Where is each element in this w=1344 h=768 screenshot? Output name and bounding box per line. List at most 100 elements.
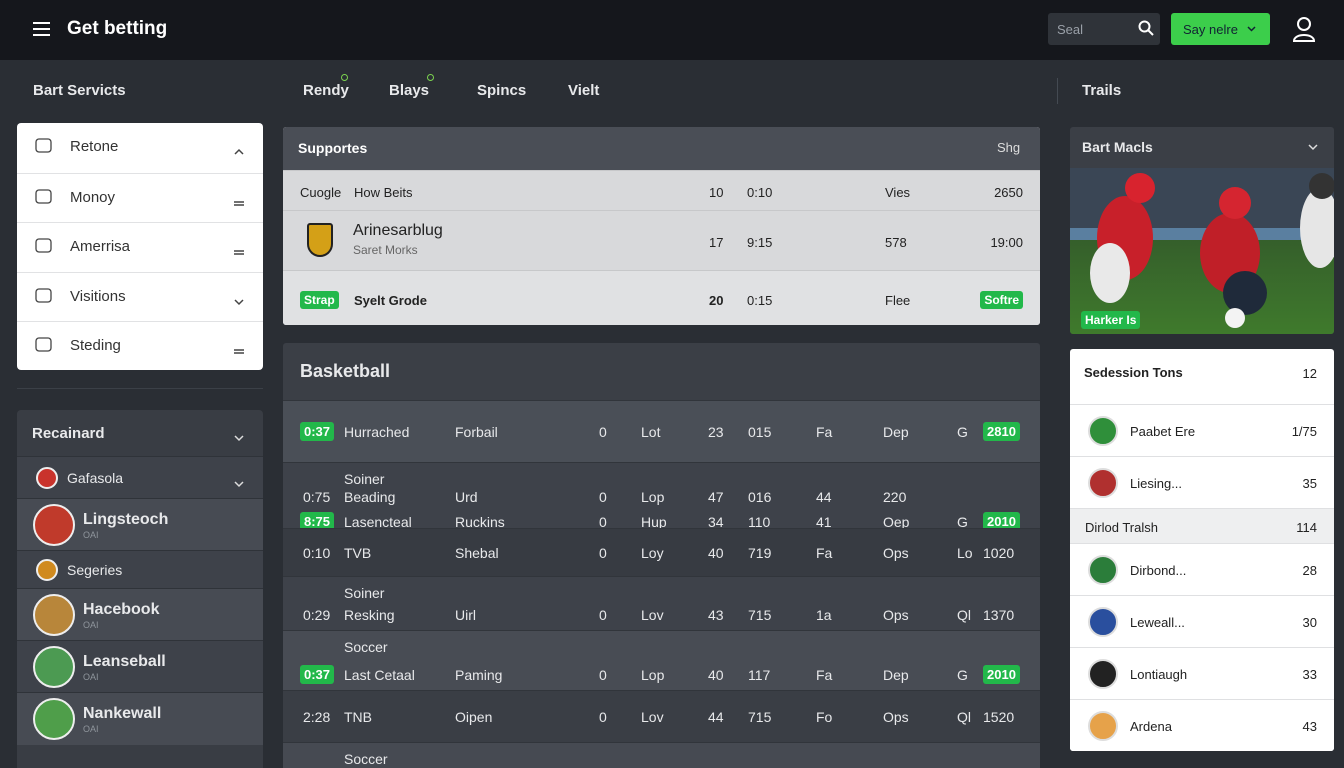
match-cell: Shebal	[455, 545, 499, 561]
team-logo	[1088, 607, 1118, 637]
match-row: Soccer	[283, 742, 1040, 768]
row-cell: Vies	[885, 185, 911, 200]
menu-item[interactable]: Monoy	[17, 172, 263, 223]
menu-icon[interactable]	[32, 21, 52, 37]
chevron	[234, 435, 244, 442]
match-cell: Fa	[816, 545, 833, 561]
tabs: Rendy Blays Spincs Vielt	[283, 70, 1043, 110]
support-row: Strap Syelt Grode 20 0:15 Flee Softre	[283, 270, 1040, 325]
list-name: Ardena	[1130, 719, 1172, 734]
match-cell: Hup	[641, 514, 667, 530]
match-cell: 220	[883, 489, 907, 505]
team-item[interactable]: Segeries	[17, 550, 263, 589]
match-cell: Lot	[641, 424, 661, 440]
list-row[interactable]: Paabet Ere 1/75	[1070, 404, 1334, 457]
chevron	[1247, 26, 1256, 32]
match-cell: 0	[599, 424, 607, 440]
match-cell: 016	[748, 489, 772, 505]
user-icon[interactable]	[1293, 16, 1315, 42]
list-row[interactable]: Ardena 43	[1070, 699, 1334, 751]
list-row[interactable]: Dirbond... 28	[1070, 543, 1334, 596]
menu-icon	[35, 238, 52, 253]
team-logo	[1088, 659, 1118, 689]
match-cell: 44	[708, 709, 724, 725]
match-cell: Oipen	[455, 709, 493, 725]
match-cell: Fa	[816, 424, 833, 440]
basketball-panel: Basketball 0:37 Hurrached Forbail 0 Lot 23 015 F…	[283, 343, 1040, 768]
match-cell: 47	[708, 489, 724, 505]
menu-item[interactable]: Visitions	[17, 271, 263, 322]
team-logo	[33, 594, 75, 636]
team-sub: OAI	[83, 530, 99, 540]
list-row[interactable]: Dirlod Tralsh 114	[1070, 508, 1334, 544]
menu-icon	[35, 138, 52, 153]
tab[interactable]: Rendy	[303, 82, 349, 99]
team-logo	[1088, 555, 1118, 585]
match-cell: 2:28	[303, 709, 331, 725]
tab[interactable]: Vielt	[568, 82, 600, 99]
team-name: Hacebook	[83, 601, 160, 618]
list-row[interactable]: Leweall... 30	[1070, 595, 1334, 648]
menu-action	[234, 143, 244, 161]
menu-action	[234, 243, 244, 261]
team-item[interactable]: Leanseball OAI	[17, 640, 263, 693]
tab[interactable]: Blays	[389, 82, 430, 99]
menu-item[interactable]: Retone	[17, 123, 263, 172]
menu-label: Retone	[70, 138, 119, 155]
match-cell: Fa	[816, 667, 833, 683]
tab[interactable]: Spincs	[477, 82, 527, 99]
panel-right: Shg	[997, 140, 1021, 155]
match-cell: 8:75	[300, 512, 335, 531]
search-icon	[1138, 20, 1154, 36]
match-cell: 1370	[983, 607, 1015, 623]
row-cell: Softre	[980, 290, 1023, 309]
team-logo	[1088, 468, 1118, 498]
row-sub: Syelt Grode	[354, 292, 427, 308]
match-cell: 34	[708, 514, 724, 530]
left-heading: Bart Servicts	[33, 82, 126, 99]
match-cell: 2010	[983, 665, 1020, 684]
supports-panel: Supportes Shg Cuogle How Beits 10 0:10 Vies 265…	[283, 127, 1040, 325]
list-row[interactable]: Lontiaugh 33	[1070, 647, 1334, 700]
match-cell: 715	[748, 709, 772, 725]
match-row: 0:10 TVB Shebal 0 Loy 40 719 Fa Ops Lo 1020	[283, 528, 1040, 577]
list-name: Dirbond...	[1130, 563, 1187, 578]
menu-item[interactable]: Steding	[17, 321, 263, 371]
tab-dot	[341, 74, 348, 81]
team-item[interactable]: Hacebook OAI	[17, 588, 263, 641]
match-label: Soiner	[344, 471, 385, 487]
menu-icon	[35, 138, 52, 159]
list-row[interactable]: Liesing... 35	[1070, 456, 1334, 509]
menu-action	[234, 349, 244, 354]
search-box[interactable]	[1048, 13, 1160, 45]
list-value: 33	[1302, 667, 1317, 682]
match-row: Soiner 0:75 Beading Urd 0 Lop 47 016 44 220 8:75 La…	[283, 462, 1040, 531]
match-cell: 2810	[983, 422, 1020, 441]
media-panel: Bart Macls Harker Is	[1070, 127, 1334, 334]
match-cell: 23	[708, 424, 724, 440]
match-cell: 1020	[983, 545, 1015, 561]
team-logo	[1088, 711, 1118, 741]
match-cell: Ops	[883, 709, 909, 725]
row-cell: 0:15	[747, 292, 773, 308]
menu-label: Amerrisa	[70, 238, 131, 255]
team-item[interactable]: Gafasola	[17, 456, 263, 499]
match-cell: Lo	[957, 545, 973, 561]
team-item[interactable]: Nankewall OAI	[17, 692, 263, 745]
menu-icon	[35, 238, 52, 259]
list-name: Lontiaugh	[1130, 667, 1188, 682]
match-cell: Lasencteal	[344, 514, 412, 530]
menu-action	[234, 293, 244, 311]
chevron	[234, 481, 244, 488]
menu-label: Visitions	[70, 287, 126, 305]
tab-dot	[427, 74, 434, 81]
team-item[interactable]: Lingsteoch OAI	[17, 498, 263, 551]
row-cell: 0:10	[747, 185, 773, 200]
match-cell: 0	[599, 667, 607, 683]
menu-action	[234, 298, 244, 305]
match-cell: 015	[748, 424, 772, 440]
panel-title: Recainard	[32, 425, 105, 442]
match-row: 0:37 Hurrached Forbail 0 Lot 23 015 Fa Dep G 2810	[283, 400, 1040, 463]
list-title: Sedession Tons	[1084, 365, 1183, 380]
menu-item[interactable]: Amerrisa	[17, 222, 263, 272]
